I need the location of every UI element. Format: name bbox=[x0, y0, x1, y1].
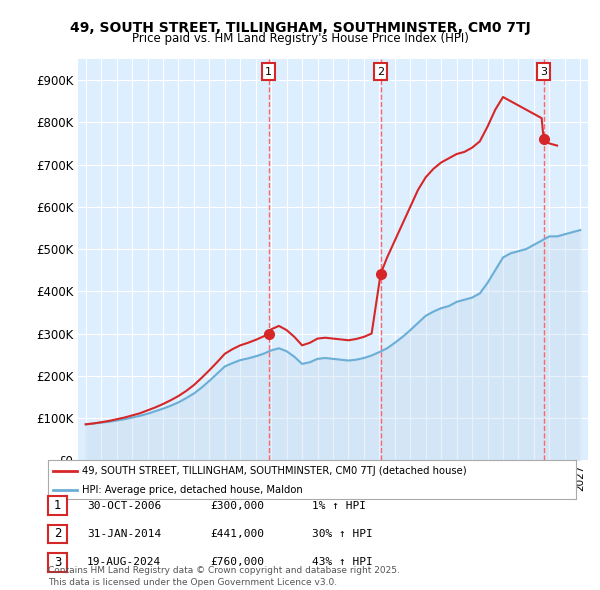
Text: 30-OCT-2006: 30-OCT-2006 bbox=[87, 501, 161, 510]
Text: 2: 2 bbox=[377, 67, 384, 77]
Text: £300,000: £300,000 bbox=[210, 501, 264, 510]
Text: 3: 3 bbox=[540, 67, 547, 77]
Text: Price paid vs. HM Land Registry's House Price Index (HPI): Price paid vs. HM Land Registry's House … bbox=[131, 32, 469, 45]
Text: 19-AUG-2024: 19-AUG-2024 bbox=[87, 558, 161, 567]
Text: 2: 2 bbox=[54, 527, 61, 540]
Text: £441,000: £441,000 bbox=[210, 529, 264, 539]
Text: 3: 3 bbox=[54, 556, 61, 569]
Text: HPI: Average price, detached house, Maldon: HPI: Average price, detached house, Mald… bbox=[82, 485, 303, 495]
Text: Contains HM Land Registry data © Crown copyright and database right 2025.
This d: Contains HM Land Registry data © Crown c… bbox=[48, 566, 400, 587]
Text: £760,000: £760,000 bbox=[210, 558, 264, 567]
Text: 43% ↑ HPI: 43% ↑ HPI bbox=[312, 558, 373, 567]
Text: 1: 1 bbox=[54, 499, 61, 512]
Text: 1: 1 bbox=[265, 67, 272, 77]
Text: 1% ↑ HPI: 1% ↑ HPI bbox=[312, 501, 366, 510]
Text: 49, SOUTH STREET, TILLINGHAM, SOUTHMINSTER, CM0 7TJ (detached house): 49, SOUTH STREET, TILLINGHAM, SOUTHMINST… bbox=[82, 466, 467, 476]
Text: 31-JAN-2014: 31-JAN-2014 bbox=[87, 529, 161, 539]
Text: 49, SOUTH STREET, TILLINGHAM, SOUTHMINSTER, CM0 7TJ: 49, SOUTH STREET, TILLINGHAM, SOUTHMINST… bbox=[70, 21, 530, 35]
Text: 30% ↑ HPI: 30% ↑ HPI bbox=[312, 529, 373, 539]
